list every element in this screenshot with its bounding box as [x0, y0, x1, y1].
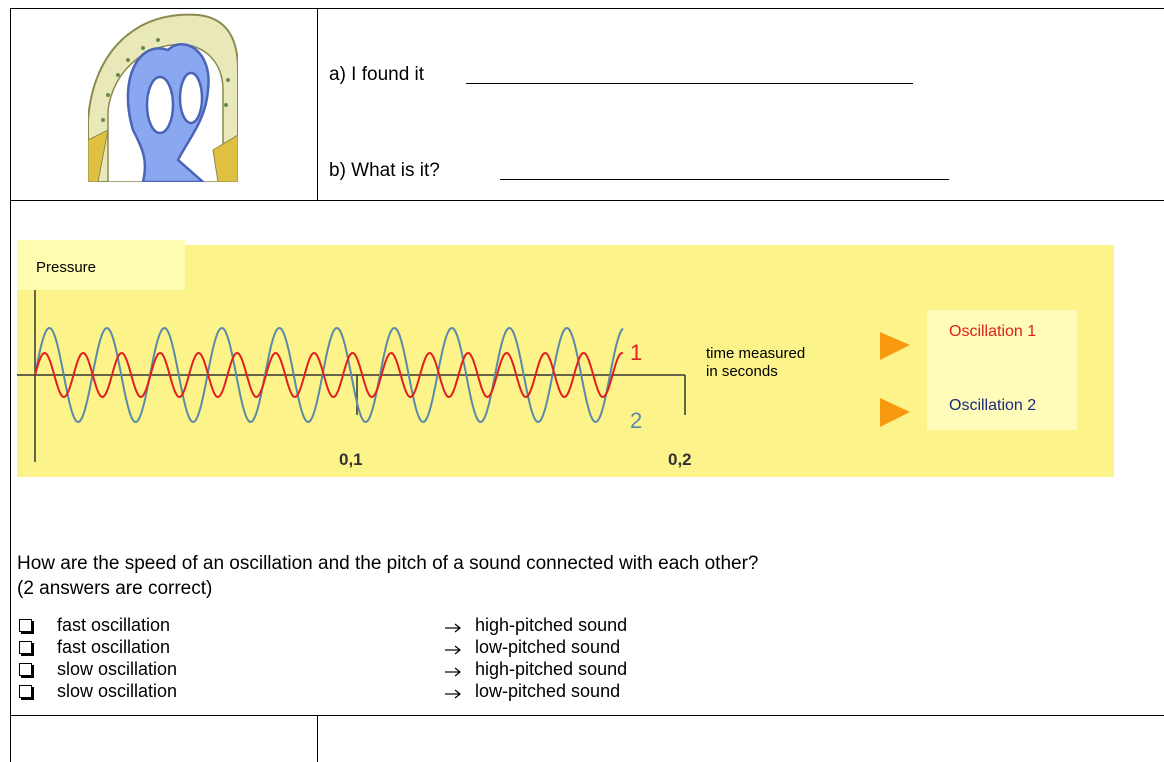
legend-label: Oscillation 2: [949, 397, 1036, 414]
checkbox: [19, 685, 32, 698]
answer-line: [500, 179, 949, 180]
x-tick-label: 0,2: [668, 450, 692, 469]
wave-2: [34, 326, 624, 424]
checkbox: [19, 663, 32, 676]
table-border: [10, 8, 11, 762]
wave-2-label: 2: [630, 408, 642, 433]
option-pitch: high-pitched sound: [475, 659, 628, 679]
label-tab: [17, 240, 185, 290]
ear-illustration: [88, 13, 238, 182]
option-speed: fast oscillation: [57, 637, 171, 657]
table-border: [317, 715, 318, 762]
table-border: [10, 715, 1164, 716]
wave-1-label: 1: [630, 340, 642, 365]
arrow: [445, 667, 461, 677]
x-tick-label: 0,1: [339, 450, 363, 469]
answer-line: [466, 83, 913, 84]
wave-1: [34, 351, 624, 399]
x-axis-label: time measured in seconds: [706, 345, 806, 380]
arrow: [445, 623, 461, 633]
question-b: b) What is it?: [329, 160, 440, 181]
option-pitch: low-pitched sound: [475, 681, 621, 701]
oscillation-figure: Pressure 1 2 0,1 0,2 Oscillation 1 Oscil…: [17, 240, 1114, 477]
option-speed: slow oscillation: [57, 659, 178, 679]
legend-marker: [880, 398, 910, 427]
legend-marker: [880, 332, 910, 360]
arrow: [445, 689, 461, 699]
question-a: a) I found it: [329, 64, 425, 85]
question-note: (2 answers are correct): [17, 578, 213, 599]
y-axis-label: Pressure: [36, 259, 96, 276]
legend-label: Oscillation 1: [949, 323, 1036, 340]
option-pitch: high-pitched sound: [475, 615, 628, 635]
option-speed: fast oscillation: [57, 615, 171, 635]
table-border: [10, 200, 1164, 201]
table-border: [317, 8, 318, 201]
legend-background: [927, 310, 1077, 430]
table-border: [10, 8, 1164, 9]
checkbox: [19, 641, 32, 654]
option-pitch: low-pitched sound: [475, 637, 621, 657]
arrow: [445, 645, 461, 655]
checkbox: [19, 619, 32, 632]
question-text: How are the speed of an oscillation and …: [17, 553, 759, 574]
option-speed: slow oscillation: [57, 681, 178, 701]
